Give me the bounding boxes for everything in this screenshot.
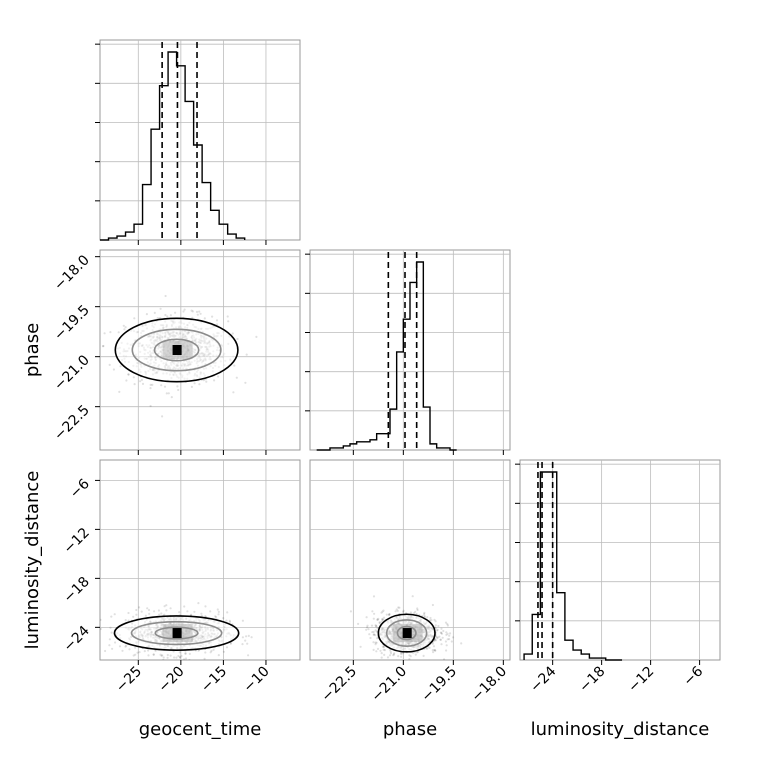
panel-frame bbox=[309, 459, 511, 661]
y-tick-label: −22.5 bbox=[51, 402, 93, 444]
x-tick-label: −12 bbox=[625, 664, 657, 696]
panel-frame bbox=[519, 459, 721, 661]
x-tick-label: −18 bbox=[576, 664, 608, 696]
panel-frame bbox=[309, 249, 511, 451]
x-tick-label: −18.0 bbox=[469, 664, 511, 706]
y-axis-label-phase: phase bbox=[22, 323, 43, 377]
x-axis-label-phase: phase bbox=[383, 719, 437, 740]
panel-frame bbox=[99, 249, 301, 451]
panel-luminosity_distance-vs-phase: −22.5 −21.0 −19.5 −18.0 bbox=[309, 459, 511, 706]
panel-geocent_time-hist bbox=[95, 39, 301, 245]
y-tick-label: −18.0 bbox=[51, 252, 93, 294]
x-axis-label-geocent_time: geocent_time bbox=[139, 719, 262, 740]
density-peak bbox=[402, 628, 412, 639]
panel-phase-hist bbox=[305, 249, 511, 455]
x-tick-label: −25 bbox=[113, 664, 145, 696]
density-peak bbox=[172, 628, 182, 639]
density-peak bbox=[172, 345, 182, 355]
histogram-step bbox=[523, 471, 623, 661]
y-tick-label: −19.5 bbox=[51, 302, 93, 344]
y-tick-label: −18 bbox=[61, 574, 93, 606]
x-tick-label: −10 bbox=[241, 664, 273, 696]
panel-frame bbox=[99, 39, 301, 241]
x-tick-label: −20 bbox=[155, 664, 187, 696]
panel-phase-vs-geocent_time: −22.5 −21.0 −19.5 −18.0 bbox=[51, 249, 301, 455]
y-tick-label: −6 bbox=[67, 476, 93, 502]
y-axis-label-luminosity_distance: luminosity_distance bbox=[22, 471, 43, 650]
histogram-step bbox=[316, 261, 457, 451]
x-tick-label: −24 bbox=[527, 663, 559, 695]
x-tick-label: −22.5 bbox=[319, 664, 361, 706]
x-tick-label: −19.5 bbox=[419, 664, 461, 706]
histogram-step bbox=[100, 51, 246, 241]
x-axis-label-luminosity_distance: luminosity_distance bbox=[531, 719, 710, 740]
x-tick-label: −21.0 bbox=[369, 664, 411, 706]
x-tick-label: −6 bbox=[681, 663, 707, 689]
panel-luminosity_distance-hist: −24 −18 −12 −6 bbox=[515, 459, 721, 696]
panel-frame bbox=[99, 459, 301, 661]
panel-luminosity_distance-vs-geocent_time: −25 −20 −15 −10 −24 −18 −12 −6 bbox=[61, 459, 301, 696]
x-tick-label: −15 bbox=[198, 664, 230, 696]
y-tick-label: −24 bbox=[61, 623, 93, 655]
y-tick-label: −12 bbox=[61, 525, 93, 557]
y-tick-label: −21.0 bbox=[51, 352, 93, 394]
